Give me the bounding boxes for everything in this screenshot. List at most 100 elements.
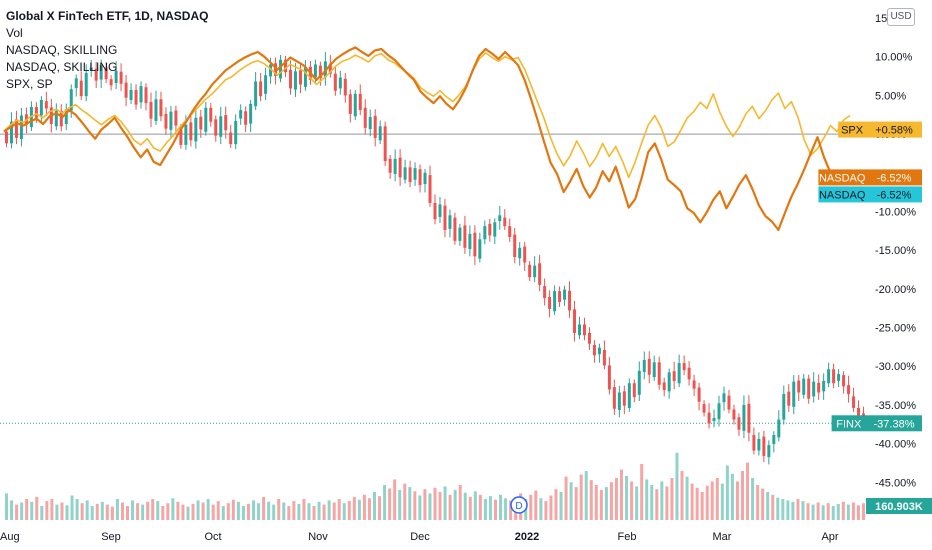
legend-series-nasdaq-2[interactable]: NASDAQ, SKILLING: [6, 60, 118, 74]
candle-body: [174, 110, 178, 126]
x-tick-label: Nov: [308, 531, 328, 543]
candle-body: [318, 65, 322, 79]
y-tick-label: 10.00%: [875, 52, 913, 64]
volume-bar: [45, 501, 49, 520]
candle-body: [732, 409, 736, 420]
candle-body: [513, 234, 517, 258]
y-tick-label: 15: [875, 13, 887, 25]
volume-bar: [367, 498, 371, 520]
candle-body: [89, 67, 93, 71]
volume-bar: [645, 479, 649, 520]
tag-label-bg-nasdaq-1: [818, 169, 866, 186]
volume-bar: [40, 506, 44, 520]
candle-body: [254, 81, 258, 107]
volume-bar: [861, 503, 865, 520]
volume-bar: [756, 485, 760, 520]
volume-bar: [670, 478, 674, 520]
volume-bar: [620, 469, 624, 520]
currency-button[interactable]: USD: [887, 8, 915, 26]
volume-bar: [10, 500, 14, 520]
volume-bar: [579, 474, 583, 520]
legend-series-nasdaq-1[interactable]: NASDAQ, SKILLING: [6, 43, 118, 57]
volume-bar: [851, 502, 855, 520]
tag-label-bg-nasdaq-2: [818, 186, 866, 203]
volume-bar: [131, 500, 135, 520]
tag-value-finx: -37.38%: [874, 418, 915, 430]
candle-body: [553, 291, 557, 312]
volume-bar: [730, 473, 734, 520]
volume-bar: [201, 502, 205, 520]
tag-label-finx: FINX: [836, 418, 862, 430]
candle-body: [4, 131, 8, 144]
dividend-marker[interactable]: D: [510, 496, 528, 514]
volume-bar: [690, 483, 694, 520]
candle-body: [543, 286, 547, 299]
legend-series-spx[interactable]: SPX, SP: [6, 77, 53, 91]
candle-body: [184, 124, 188, 145]
volume-bar: [347, 501, 351, 520]
tag-label-bg-spx: [838, 121, 866, 138]
tag-label-nasdaq-1: NASDAQ: [819, 172, 866, 184]
volume-bar: [720, 483, 724, 520]
volume-bar: [393, 479, 397, 520]
x-tick-label: Feb: [618, 531, 637, 543]
volume-bar: [705, 485, 709, 520]
candle-body: [274, 63, 278, 77]
candle-body: [134, 89, 138, 105]
volume-bar: [806, 503, 810, 520]
candle-body: [837, 373, 841, 381]
candle-body: [787, 391, 791, 406]
candle-body: [602, 349, 606, 366]
candle-body: [358, 93, 362, 111]
candle-body: [119, 71, 123, 84]
dividend-label: D: [515, 501, 522, 512]
candle-body: [617, 392, 621, 410]
volume-bar: [166, 503, 170, 520]
volume-tag-bg: [866, 498, 932, 514]
series-line-spx: [3, 51, 851, 179]
volume-bar: [529, 494, 533, 520]
volume-bar: [267, 501, 271, 520]
candle-body: [712, 418, 716, 422]
candle-body: [34, 106, 38, 118]
x-tick-label: Aug: [0, 531, 20, 543]
volume-bar: [801, 501, 805, 520]
candle-body: [607, 365, 611, 390]
volume-bar: [241, 506, 245, 520]
volume-bar: [786, 500, 790, 520]
candle-body: [812, 381, 816, 397]
volume-bar: [836, 503, 840, 520]
zero-line: [0, 133, 866, 424]
candle-body: [468, 233, 472, 249]
y-tick-label: -40.00%: [875, 439, 916, 451]
candle-body: [9, 121, 13, 144]
candle-body: [478, 239, 482, 259]
legend-title[interactable]: Global X FinTech ETF, 1D, NASDAQ: [6, 9, 209, 23]
volume-bar: [453, 489, 457, 520]
candle-body: [857, 407, 861, 416]
candle-body: [284, 59, 288, 73]
tag-value-nasdaq-2: -6.52%: [877, 189, 912, 201]
candle-body: [303, 66, 307, 87]
volume-bar: [317, 501, 321, 520]
candle-body: [632, 383, 636, 398]
time-axis[interactable]: Aug Sep Oct Nov Dec 2022 Feb Mar Apr: [0, 531, 839, 543]
candle-body: [393, 158, 397, 174]
legend-vol[interactable]: Vol: [6, 26, 23, 40]
candle-body: [523, 246, 527, 263]
candle-body: [289, 69, 292, 89]
candle-body: [373, 115, 377, 138]
volume-bar: [110, 506, 114, 520]
volume-bar: [796, 499, 800, 520]
candle-body: [54, 110, 58, 127]
candle-body: [418, 169, 422, 186]
candle-body: [164, 113, 168, 129]
volume-bar: [65, 505, 69, 520]
volume-bar: [614, 478, 618, 520]
candle-body: [194, 117, 198, 142]
volume-bar: [771, 494, 775, 520]
candle-body: [229, 132, 233, 145]
chart-legend: Global X FinTech ETF, 1D, NASDAQ Vol NAS…: [6, 8, 208, 93]
volume-tag: 160.903K: [875, 501, 923, 513]
